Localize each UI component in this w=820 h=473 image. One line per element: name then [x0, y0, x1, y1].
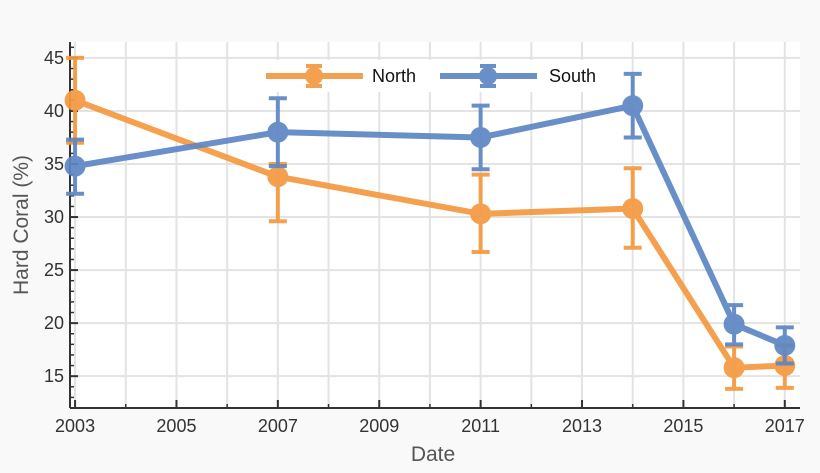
- legend-item-south: [440, 64, 537, 88]
- x-tick-label-2013: 2013: [562, 416, 602, 436]
- plot-background: [70, 42, 800, 408]
- data-series: [64, 55, 796, 391]
- legend: North South: [255, 60, 620, 92]
- y-tick-label-30: 30: [44, 207, 64, 227]
- data-point-south-2016: [723, 313, 745, 335]
- x-tick-label-2015: 2015: [663, 416, 703, 436]
- y-tick-label-15: 15: [44, 366, 64, 386]
- x-tick-label-2011: 2011: [461, 416, 500, 436]
- data-point-south-2007: [267, 121, 289, 143]
- x-axis-label: Date: [411, 443, 455, 466]
- legend-label-north: North: [372, 66, 416, 86]
- y-tick-label-45: 45: [44, 48, 64, 68]
- series-north: [64, 55, 796, 391]
- y-tick-label-20: 20: [44, 313, 64, 333]
- legend-marker-north: [305, 67, 323, 85]
- data-point-north-2016: [723, 357, 745, 379]
- legend-item-north: [266, 64, 363, 88]
- series-south: [64, 71, 796, 366]
- data-point-north-2007: [267, 166, 289, 188]
- tick-labels: 2003 2005 2007 2009 2011 2013 2015 2017 15 20 25 30…: [44, 48, 805, 436]
- y-tick-label-40: 40: [44, 101, 64, 121]
- data-point-south-2011: [470, 126, 492, 148]
- y-axis-label: Hard Coral (%): [10, 155, 33, 295]
- legend-marker-south: [479, 67, 497, 85]
- y-tick-label-25: 25: [44, 260, 64, 280]
- x-tick-label-2009: 2009: [359, 416, 399, 436]
- y-tick-label-35: 35: [44, 154, 64, 174]
- data-point-north-2011: [470, 203, 492, 225]
- data-point-north-2017: [774, 355, 796, 377]
- legend-label-south: South: [549, 66, 596, 86]
- x-tick-label-2003: 2003: [55, 416, 95, 436]
- data-point-north-2014: [622, 198, 644, 220]
- data-point-south-2003: [64, 155, 86, 177]
- grid-lines: [70, 42, 800, 408]
- x-tick-label-2017: 2017: [765, 416, 805, 436]
- x-tick-label-2007: 2007: [258, 416, 298, 436]
- data-point-south-2014: [622, 95, 644, 117]
- x-tick-label-2005: 2005: [156, 416, 196, 436]
- data-point-north-2003: [64, 89, 86, 111]
- data-point-south-2017: [774, 334, 796, 356]
